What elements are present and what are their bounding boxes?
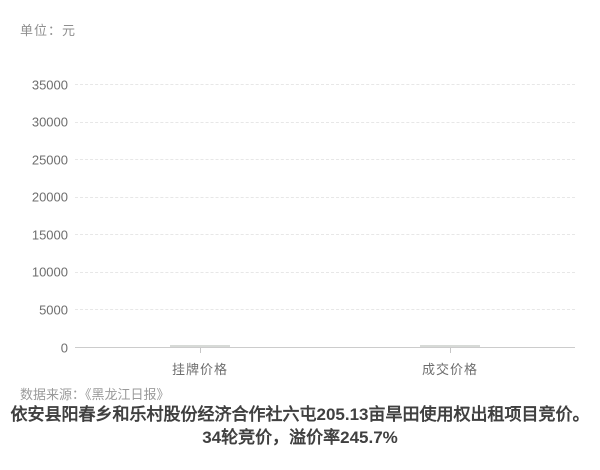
y-gridline [75,196,575,198]
y-axis-tick-label: 10000 [31,264,68,280]
y-axis-tick-label: 35000 [31,77,68,92]
x-axis-category-label: 成交价格 [421,362,479,377]
x-axis-tick [450,348,451,353]
data-source-label: 数据来源：《黑龙江日报》 [20,387,170,402]
chart-caption: 依安县阳春乡和乐村股份经济合作社六屯205.13亩旱田使用权出租项目竞价。 34… [0,403,600,449]
x-axis-tick [200,348,201,353]
y-gridline [75,271,575,273]
caption-line-2: 34轮竞价，溢价率245.7% [202,428,398,447]
y-axis-tick-label: 15000 [31,227,68,243]
y-axis-tick-label: 0 [60,340,68,355]
y-gridline [75,84,575,85]
caption-line-1: 依安县阳春乡和乐村股份经济合作社六屯205.13亩旱田使用权出租项目竞价。 [10,405,590,424]
y-axis-tick-label: 30000 [31,114,68,130]
y-axis-tick-label: 25000 [31,152,68,168]
x-axis-category-label: 挂牌价格 [171,362,229,377]
bar-deal-price [420,345,480,347]
y-gridline [75,121,575,123]
unit-label: 单位：元 [20,23,77,38]
bar-listing-price [170,345,230,347]
y-gridline [75,159,575,161]
bar-chart-plot-area: 0 5000 10000 15000 20000 25000 30000 35000 挂牌价格 成… [31,77,575,377]
y-gridline [75,309,575,311]
y-axis-tick-label: 5000 [39,302,68,318]
y-gridline [75,234,575,236]
y-axis-tick-label: 20000 [31,189,68,205]
x-axis-line [75,347,575,348]
